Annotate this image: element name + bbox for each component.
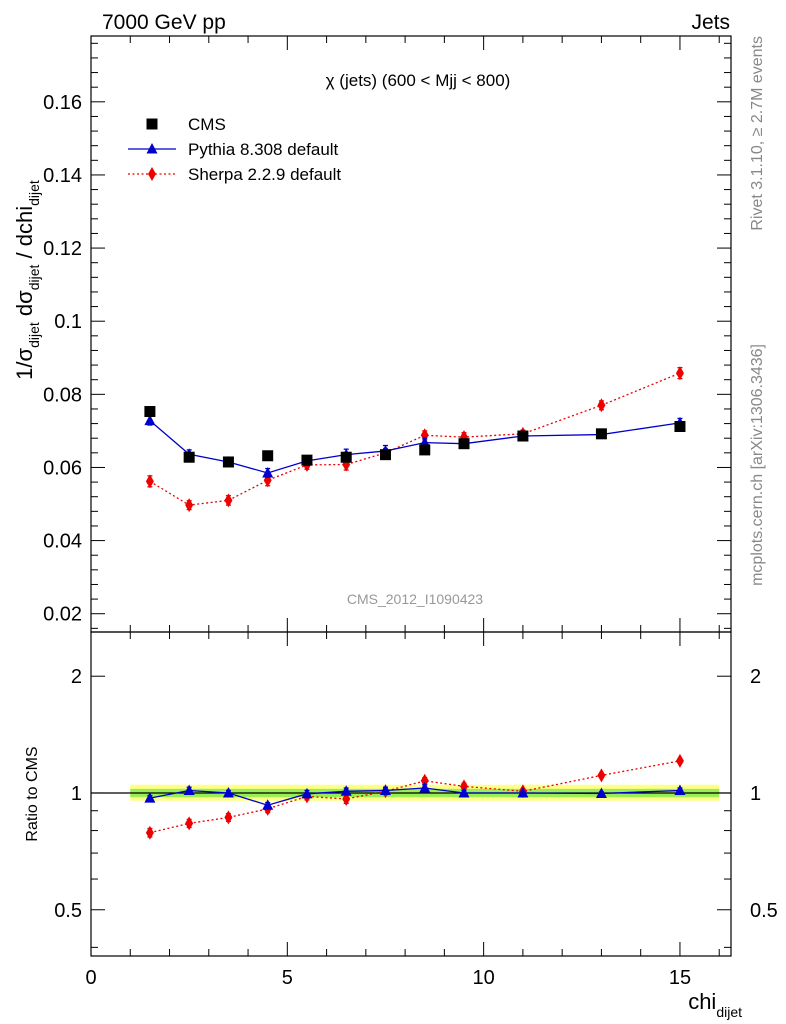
legend-marker xyxy=(146,118,158,130)
legend-label: CMS xyxy=(188,115,226,134)
sherpa-point xyxy=(224,493,233,508)
cms-point xyxy=(144,406,156,418)
main-y-axis: 0.02 0.04 0.06 0.08 0.1 0.12 0.14 0.16 xyxy=(43,42,731,629)
ratio-pythia-point xyxy=(379,784,391,795)
ratio-y-axis: 0.5 0.5 1 1 2 2 xyxy=(54,666,778,948)
ratio-plot-area xyxy=(91,753,731,840)
ratio-y-tick-label-right: 1 xyxy=(750,783,761,805)
ratio-pythia-point xyxy=(674,784,686,795)
ratio-y-tick-label-right: 2 xyxy=(750,666,761,688)
x-axis-label: chidijet xyxy=(688,989,742,1020)
y-tick-label: 0.02 xyxy=(43,604,82,626)
x-tick-label: 15 xyxy=(669,967,691,989)
ratio-pythia-point xyxy=(262,799,274,810)
y-tick-label: 0.16 xyxy=(43,92,82,114)
x-tick-label: 5 xyxy=(282,967,293,989)
sherpa-point xyxy=(597,398,606,413)
sherpa-point xyxy=(145,474,154,489)
ratio-pythia-point xyxy=(183,784,195,795)
cms-point xyxy=(301,454,313,466)
main-y-axis-label: 1/σdijet dσdijet / dchidijet xyxy=(12,180,42,380)
ratio-y-tick-label: 2 xyxy=(71,666,82,688)
y-tick-label: 0.1 xyxy=(54,311,82,333)
ratio-sherpa-point xyxy=(224,810,233,825)
cms-point xyxy=(419,444,431,456)
y-tick-label: 0.08 xyxy=(43,384,82,406)
ratio-pythia-point xyxy=(222,786,234,798)
legend: CMS Pythia 8.308 default Sherpa 2.2.9 defa… xyxy=(128,115,341,184)
ratio-pythia-point xyxy=(517,786,529,798)
sherpa-point xyxy=(185,498,194,513)
x-tick-label: 10 xyxy=(473,967,495,989)
cms-point xyxy=(222,456,234,468)
ratio-sherpa-point xyxy=(675,753,684,768)
sherpa-point xyxy=(675,366,684,381)
pythia-point xyxy=(262,466,274,478)
ratio-pythia-point xyxy=(340,785,352,796)
pythia-line xyxy=(149,420,681,474)
legend-entry: Pythia 8.308 default xyxy=(128,140,339,159)
main-plot-area xyxy=(144,366,686,513)
ratio-pythia-point xyxy=(458,786,470,798)
main-plot-frame xyxy=(90,35,732,633)
ratio-y-tick-label-right: 0.5 xyxy=(750,900,778,922)
ratio-sherpa-point xyxy=(597,768,606,783)
ratio-panel: 0.5 0.5 1 1 2 2 0 5 10 15 Ratio to CMS chidijet xyxy=(24,631,778,1020)
ratio-sherpa-line xyxy=(149,760,681,834)
ratio-y-tick-label: 1 xyxy=(71,783,82,805)
ratio-y-axis-label: Ratio to CMS xyxy=(24,746,41,841)
mcplots-label: mcplots.cern.ch [arXiv:1306.3436] xyxy=(749,344,766,586)
cms-point xyxy=(379,449,391,461)
ratio-pythia-point xyxy=(595,787,607,798)
ratio-plot-frame xyxy=(90,631,732,957)
legend-label: Sherpa 2.2.9 default xyxy=(188,165,341,184)
cms-point xyxy=(340,451,352,463)
legend-entry: Sherpa 2.2.9 default xyxy=(128,165,341,184)
cms-point xyxy=(183,451,195,463)
y-tick-label: 0.04 xyxy=(43,531,82,553)
legend-entry: CMS xyxy=(146,115,226,134)
y-tick-label: 0.12 xyxy=(43,238,82,260)
x-tick-label: 0 xyxy=(85,967,96,989)
legend-marker xyxy=(146,143,158,154)
ratio-sherpa-point xyxy=(145,825,154,840)
sherpa-line xyxy=(149,372,681,506)
analysis-watermark: CMS_2012_I1090423 xyxy=(347,591,483,607)
ratio-pythia-point xyxy=(301,787,313,799)
ratio-pythia-point xyxy=(419,782,431,793)
cms-point xyxy=(262,450,274,462)
cms-point xyxy=(674,421,686,433)
y-tick-label: 0.14 xyxy=(43,165,82,187)
legend-marker xyxy=(148,167,156,181)
header-right-label: Jets xyxy=(691,11,730,34)
cms-point xyxy=(517,430,529,442)
cms-point xyxy=(458,438,470,450)
pythia-point xyxy=(144,414,156,426)
chart-title: χ (jets) (600 < Mjj < 800) xyxy=(326,71,511,90)
header-left-label: 7000 GeV pp xyxy=(102,11,226,34)
main-panel: χ (jets) (600 < Mjj < 800) CMS_2012_I109… xyxy=(12,35,732,633)
rivet-label: Rivet 3.1.10, ≥ 2.7M events xyxy=(749,36,766,231)
ratio-x-axis: 0 5 10 15 xyxy=(85,632,720,989)
main-x-ticks xyxy=(90,36,720,632)
ratio-pythia-line xyxy=(149,787,680,806)
ratio-pythia-point xyxy=(144,792,156,803)
cms-point xyxy=(595,428,607,440)
legend-label: Pythia 8.308 default xyxy=(188,140,339,159)
y-tick-label: 0.06 xyxy=(43,457,82,479)
ratio-sherpa-point xyxy=(185,816,194,831)
ratio-y-tick-label: 0.5 xyxy=(54,900,82,922)
